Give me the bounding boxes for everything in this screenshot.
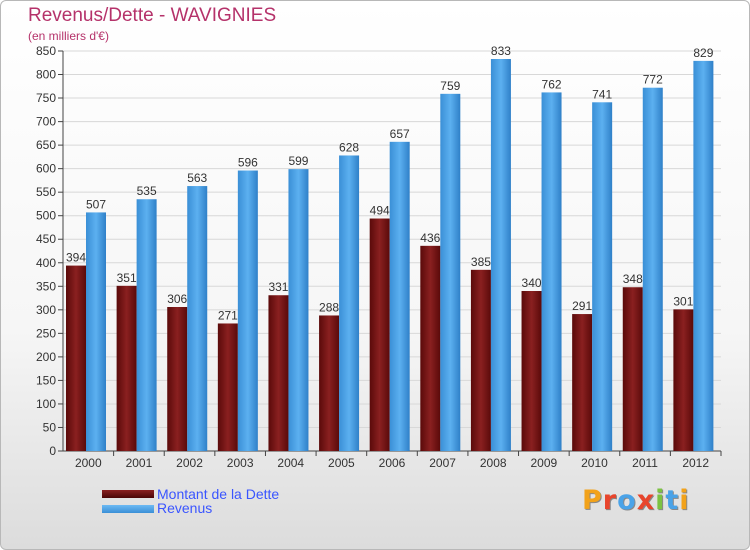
y-axis: 0 50 100 150 200 250 300 350 400 450 500 550 600 650 7…	[36, 44, 721, 458]
bar-debt	[319, 315, 340, 451]
bar-debt	[572, 314, 593, 451]
data-label-debt: 385	[471, 255, 491, 269]
x-tick-label: 2012	[682, 456, 709, 470]
y-tick-label: 50	[43, 420, 57, 434]
data-label-debt: 394	[66, 251, 86, 265]
x-tick-label: 2001	[126, 456, 153, 470]
bars	[66, 59, 714, 452]
data-label-revenue: 657	[390, 127, 410, 141]
bar-debt	[369, 218, 390, 451]
y-tick-label: 400	[36, 256, 56, 270]
data-label-revenue: 759	[440, 79, 460, 93]
bar-revenue	[288, 169, 309, 451]
bar-revenue	[237, 170, 258, 451]
data-label-revenue: 741	[592, 87, 612, 101]
bar-revenue	[86, 212, 106, 451]
x-tick-label: 2002	[176, 456, 203, 470]
x-tick-label: 2006	[379, 456, 406, 470]
legend-swatch-revenue	[102, 505, 154, 513]
data-label-revenue: 599	[288, 154, 308, 168]
data-label-revenue: 507	[86, 197, 106, 211]
data-labels: 394 507 351 535 306 563 271 596 331 599 288 628 494 6…	[66, 44, 714, 322]
bar-revenue	[339, 155, 360, 451]
y-tick-label: 550	[36, 185, 56, 199]
bar-revenue	[490, 59, 511, 451]
y-tick-label: 350	[36, 279, 56, 293]
bar-debt	[167, 307, 188, 451]
y-tick-label: 800	[36, 68, 56, 82]
proxiti-logo: Proxiti	[582, 485, 690, 516]
data-label-debt: 340	[522, 276, 542, 290]
y-tick-label: 0	[49, 444, 56, 458]
y-tick-label: 750	[36, 91, 56, 105]
y-tick-label: 200	[36, 350, 56, 364]
data-label-debt: 494	[370, 204, 390, 218]
bar-debt	[116, 285, 137, 451]
data-label-debt: 291	[572, 299, 592, 313]
data-label-revenue: 563	[187, 171, 207, 185]
y-tick-label: 100	[36, 397, 56, 411]
y-tick-label: 150	[36, 373, 56, 387]
x-axis: 2000 2001 2002 2003 2004 2005 2006 2007 2008 2009…	[75, 451, 722, 470]
data-label-revenue: 772	[643, 73, 663, 87]
x-tick-label: 2009	[530, 456, 557, 470]
data-label-revenue: 833	[491, 44, 511, 58]
legend-swatch-debt	[102, 490, 154, 498]
data-label-revenue: 762	[542, 77, 562, 91]
x-tick-label: 2003	[227, 456, 254, 470]
bar-revenue	[389, 141, 410, 451]
data-label-debt: 301	[673, 294, 693, 308]
data-label-debt: 351	[117, 271, 137, 285]
y-tick-label: 500	[36, 209, 56, 223]
x-tick-label: 2010	[581, 456, 608, 470]
bar-revenue	[592, 102, 613, 451]
bar-revenue	[187, 186, 208, 451]
bar-revenue	[136, 199, 157, 451]
data-label-debt: 288	[319, 300, 339, 314]
bar-revenue	[642, 87, 663, 452]
data-label-debt: 436	[420, 231, 440, 245]
legend-label-debt: Montant de la Dette	[157, 486, 280, 502]
legend-label-revenue: Revenus	[157, 500, 213, 516]
bar-debt	[217, 323, 238, 451]
data-label-debt: 331	[268, 280, 288, 294]
y-tick-label: 600	[36, 162, 56, 176]
y-tick-label: 850	[36, 44, 56, 58]
data-label-debt: 271	[218, 308, 238, 322]
data-label-debt: 348	[623, 272, 643, 286]
data-label-revenue: 535	[137, 184, 157, 198]
y-tick-label: 650	[36, 138, 56, 152]
y-tick-label: 250	[36, 326, 56, 340]
x-tick-label: 2007	[429, 456, 456, 470]
bar-revenue	[440, 93, 461, 451]
x-tick-label: 2004	[277, 456, 304, 470]
x-tick-label: 2008	[480, 456, 507, 470]
bar-debt	[268, 295, 289, 451]
data-label-revenue: 628	[339, 140, 359, 154]
bar-debt	[673, 309, 694, 451]
x-tick-label: 2000	[75, 456, 102, 470]
bar-revenue	[693, 60, 714, 451]
y-tick-label: 700	[36, 115, 56, 129]
bar-debt	[622, 287, 643, 451]
bar-debt	[470, 269, 491, 451]
data-label-debt: 306	[167, 292, 187, 306]
bar-revenue	[541, 92, 562, 451]
bar-debt	[66, 265, 86, 451]
chart-title: Revenus/Dette - WAVIGNIES	[28, 5, 277, 26]
x-tick-label: 2011	[632, 456, 658, 470]
bar-debt	[521, 291, 542, 451]
y-tick-label: 300	[36, 303, 56, 317]
data-label-revenue: 829	[693, 46, 713, 60]
data-label-revenue: 596	[238, 156, 258, 170]
bar-debt	[420, 245, 441, 451]
x-tick-label: 2005	[328, 456, 355, 470]
y-tick-label: 450	[36, 232, 56, 246]
chart-subtitle: (en milliers d'€)	[28, 29, 109, 43]
